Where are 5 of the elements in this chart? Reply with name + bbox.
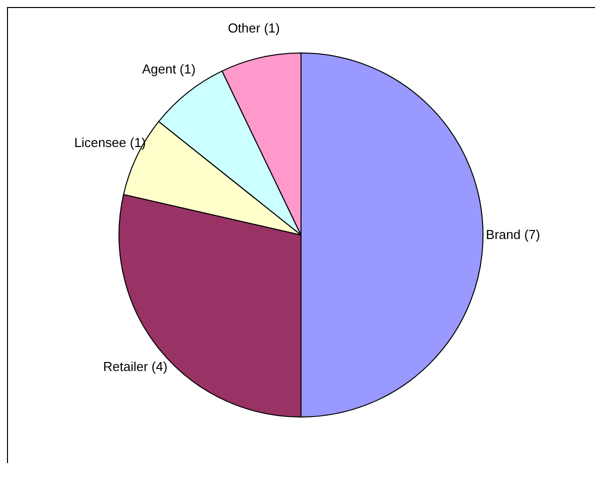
slice-label: Agent (1) xyxy=(142,61,196,76)
slice-label: Other (1) xyxy=(228,20,280,36)
slice-label: Licensee (1) xyxy=(74,135,146,150)
slice-label: Brand (7) xyxy=(486,227,540,242)
slice-label: Retailer (4) xyxy=(103,359,168,374)
